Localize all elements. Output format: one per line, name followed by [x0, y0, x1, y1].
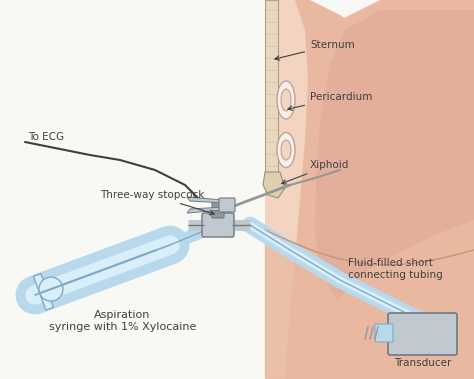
Polygon shape: [265, 0, 474, 379]
Polygon shape: [187, 197, 225, 203]
Text: Aspiration
syringe with 1% Xylocaine: Aspiration syringe with 1% Xylocaine: [49, 310, 196, 332]
Circle shape: [39, 277, 63, 301]
FancyBboxPatch shape: [219, 198, 235, 212]
Polygon shape: [263, 172, 285, 198]
Text: To ECG: To ECG: [28, 132, 64, 142]
Text: Three-way stopcock: Three-way stopcock: [100, 190, 214, 215]
Ellipse shape: [277, 133, 295, 168]
Text: Fluid-filled short
connecting tubing: Fluid-filled short connecting tubing: [348, 258, 443, 280]
Text: Xiphoid: Xiphoid: [282, 160, 349, 184]
Polygon shape: [310, 0, 474, 310]
Ellipse shape: [277, 81, 295, 119]
FancyBboxPatch shape: [202, 213, 234, 237]
FancyBboxPatch shape: [388, 313, 457, 355]
Text: Sternum: Sternum: [275, 40, 355, 60]
FancyBboxPatch shape: [375, 324, 393, 342]
FancyBboxPatch shape: [212, 202, 224, 218]
Ellipse shape: [281, 140, 291, 160]
Text: Pericardium: Pericardium: [288, 92, 373, 110]
Polygon shape: [34, 274, 54, 310]
Polygon shape: [315, 10, 474, 300]
Text: Transducer: Transducer: [394, 358, 451, 368]
Polygon shape: [265, 0, 278, 175]
Polygon shape: [187, 207, 225, 213]
Polygon shape: [265, 0, 308, 379]
Ellipse shape: [281, 89, 291, 111]
